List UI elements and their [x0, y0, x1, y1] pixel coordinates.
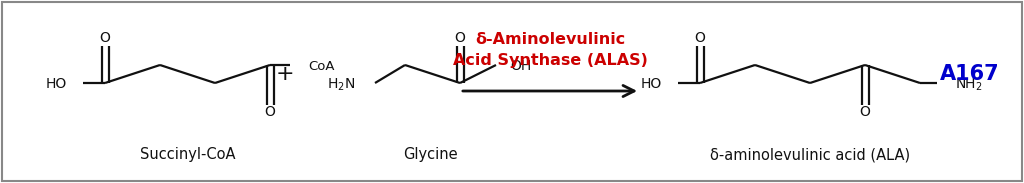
Text: δ-aminolevulinic acid (ALA): δ-aminolevulinic acid (ALA) [710, 147, 910, 163]
Text: O: O [455, 31, 466, 46]
Text: CoA: CoA [308, 60, 335, 73]
Text: Glycine: Glycine [402, 147, 458, 163]
Text: O: O [694, 31, 706, 46]
Text: OH: OH [510, 59, 531, 74]
Text: HO: HO [46, 77, 67, 92]
Text: O: O [264, 106, 275, 119]
Text: A167: A167 [940, 64, 999, 84]
Text: O: O [99, 31, 111, 46]
Text: O: O [859, 106, 870, 119]
Text: δ-Aminolevulinic
Acid Synthase (ALAS): δ-Aminolevulinic Acid Synthase (ALAS) [453, 32, 647, 68]
Text: HO: HO [641, 77, 662, 92]
FancyBboxPatch shape [2, 2, 1022, 181]
Text: H$_2$N: H$_2$N [327, 77, 355, 93]
Text: Succinyl-CoA: Succinyl-CoA [139, 147, 236, 163]
Text: NH$_2$: NH$_2$ [955, 77, 983, 93]
Text: +: + [275, 64, 294, 84]
